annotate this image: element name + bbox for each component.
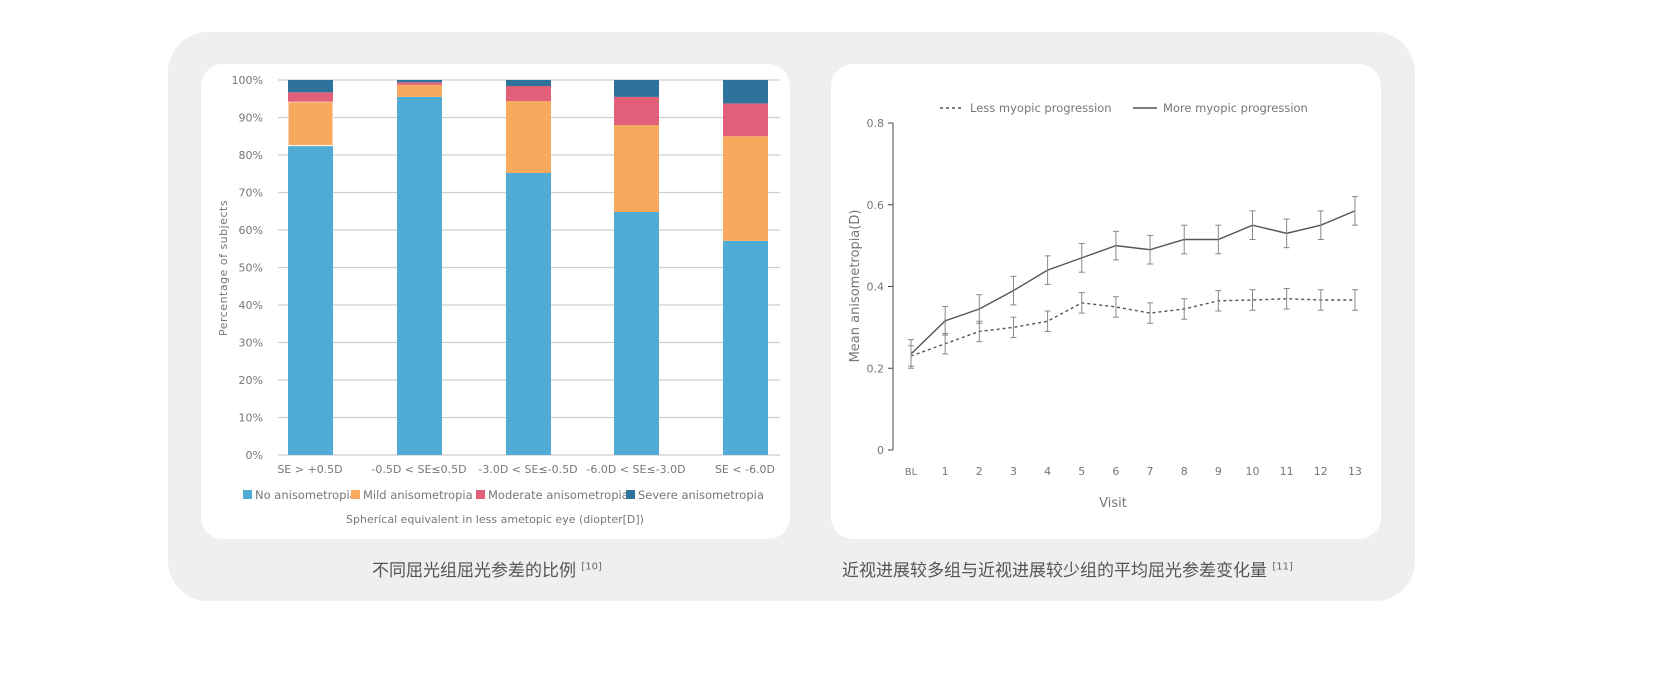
x-tick-label: 1: [942, 465, 949, 478]
y-tick-label: 60%: [239, 224, 263, 237]
y-tick-label: 70%: [239, 187, 263, 200]
stacked-bar-chart: 0% 10% 20% 30% 40% 50% 60% 70% 80% 90% 100% Percent…: [217, 74, 780, 526]
stacked-bar-chart-card: 0% 10% 20% 30% 40% 50% 60% 70% 80% 90% 100% Percent…: [201, 64, 790, 539]
x-tick-label: -6.0D < SE≤-3.0D: [586, 463, 685, 476]
y-tick-label: 30%: [239, 337, 263, 350]
y-tick-label: 0.6: [867, 199, 885, 212]
x-tick-label: 9: [1215, 465, 1222, 478]
y-tick-label: 50%: [239, 262, 263, 275]
x-tick-label: 2: [976, 465, 983, 478]
y-tick-label: 0.8: [867, 117, 885, 130]
x-tick-label: 13: [1348, 465, 1362, 478]
bar-segment: [288, 92, 333, 102]
y-axis-label: Percentage of subjects: [217, 200, 230, 336]
right-caption-text: 近视进展较多组与近视进展较少组的平均屈光参差变化量: [842, 561, 1267, 581]
y-tick-label: 40%: [239, 299, 263, 312]
bar-segment: [614, 96, 659, 125]
right-caption-ref: [11]: [1272, 561, 1293, 573]
x-tick-label: 11: [1280, 465, 1294, 478]
legend-label: More myopic progression: [1163, 101, 1308, 115]
line-chart-card: 0 0.2 0.4 0.6 0.8 BL 1 2 3 4 5 6 7 8 9 10 11 12 13 Mean ani…: [831, 64, 1381, 539]
x-axis-label: Visit: [1099, 496, 1127, 511]
y-tick-label: 90%: [239, 112, 263, 125]
legend-swatch: [626, 490, 635, 499]
x-tick-label: SE > +0.5D: [277, 463, 342, 476]
bar-segment: [506, 173, 551, 455]
y-tick-label: 0.2: [867, 362, 885, 375]
bar-segment: [506, 101, 551, 173]
bar-segment: [506, 80, 551, 86]
bar-segment: [397, 84, 442, 97]
x-tick-label: 6: [1112, 465, 1119, 478]
series-line: [910, 298, 1355, 357]
y-tick-label: 10%: [239, 412, 263, 425]
x-tick-label: 3: [1010, 465, 1017, 478]
x-tick-label: 7: [1147, 465, 1154, 478]
bar-segment: [723, 240, 768, 455]
legend-swatch: [476, 490, 485, 499]
bar-segment: [397, 80, 442, 83]
bar-segment: [288, 80, 333, 93]
bar-segment: [723, 136, 768, 241]
y-tick-label: 100%: [232, 74, 263, 87]
x-tick-label: BL: [905, 467, 918, 478]
x-tick-label: 8: [1181, 465, 1188, 478]
bar-segment: [614, 125, 659, 212]
legend-label: Severe anisometropia: [638, 488, 764, 502]
bar-segment: [614, 212, 659, 455]
left-caption-text: 不同屈光组屈光参差的比例: [372, 561, 576, 581]
x-tick-label: 12: [1314, 465, 1328, 478]
left-caption: 不同屈光组屈光参差的比例 [10]: [372, 556, 602, 581]
y-axis-label: Mean anisometropia(D): [848, 210, 863, 363]
x-tick-label: 10: [1246, 465, 1260, 478]
x-tick-label: SE < -6.0D: [715, 463, 775, 476]
series-line: [910, 210, 1356, 355]
bar-segment: [506, 86, 551, 101]
bar-segment: [287, 101, 334, 147]
legend-label: Less myopic progression: [970, 101, 1112, 115]
y-tick-label: 0%: [246, 449, 263, 462]
bar-segment: [614, 80, 659, 97]
legend-swatch: [243, 490, 252, 499]
x-tick-label: -0.5D < SE≤0.5D: [371, 463, 466, 476]
legend-label: No anisometropia: [255, 488, 357, 502]
y-tick-label: 80%: [239, 149, 263, 162]
x-tick-label: -3.0D < SE≤-0.5D: [478, 463, 577, 476]
y-tick-label: 20%: [239, 374, 263, 387]
y-tick-label: 0: [877, 444, 884, 457]
legend-label: Moderate anisometropia: [488, 488, 629, 502]
x-axis-label: Spherical equivalent in less ametopic ey…: [346, 513, 644, 526]
right-caption: 近视进展较多组与近视进展较少组的平均屈光参差变化量 [11]: [842, 556, 1293, 581]
bar-segment: [288, 145, 333, 455]
bar-segment: [723, 80, 768, 104]
left-caption-ref: [10]: [581, 561, 602, 573]
x-tick-label: 4: [1044, 465, 1051, 478]
legend-label: Mild anisometropia: [363, 488, 473, 502]
bar-segment: [397, 82, 442, 85]
bar-segment: [723, 103, 768, 137]
legend-swatch: [351, 490, 360, 499]
y-tick-label: 0.4: [867, 281, 885, 294]
bar-segment: [397, 96, 442, 455]
x-tick-label: 5: [1078, 465, 1085, 478]
